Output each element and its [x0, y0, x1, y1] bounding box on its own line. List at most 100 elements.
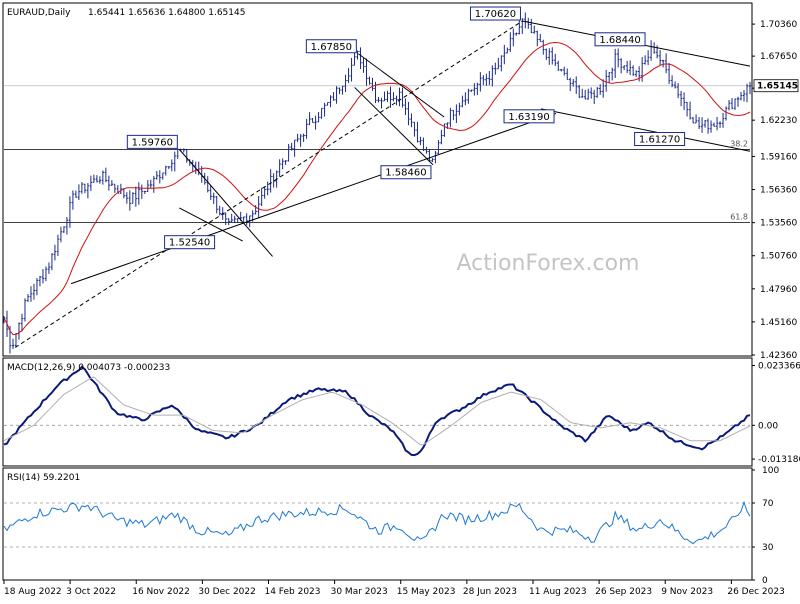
rsi-layer — [3, 500, 751, 548]
macd-series-macd — [3, 365, 751, 457]
level-annotation-box — [503, 109, 555, 124]
price-bar — [290, 142, 293, 151]
price-bar — [317, 111, 320, 123]
level-annotation-text: 1.59760 — [132, 137, 173, 148]
price-bar — [646, 50, 650, 66]
price-bar — [527, 17, 530, 29]
price-bar — [380, 97, 383, 109]
price-bar — [688, 101, 692, 120]
price-bar — [11, 338, 15, 350]
price-bar — [299, 134, 302, 147]
price-bar — [628, 60, 632, 76]
long-term-trendline — [70, 112, 557, 285]
price-bar — [104, 167, 108, 183]
price-bar — [116, 185, 120, 194]
price-bar — [176, 148, 179, 159]
date-tick-label: 26 Sep 2023 — [595, 587, 652, 597]
price-bar — [131, 192, 135, 204]
price-bar — [68, 196, 72, 228]
price-bar — [745, 83, 749, 103]
date-tick-label: 26 Dec 2023 — [727, 587, 785, 597]
price-bar — [670, 75, 674, 88]
level-annotation-text: 1.67850 — [311, 42, 352, 53]
price-bar — [71, 190, 75, 210]
price-bar — [65, 217, 69, 235]
price-bar — [703, 120, 707, 128]
price-bar — [146, 180, 150, 192]
price-bar — [473, 83, 476, 96]
level-annotation-text: 1.68440 — [599, 35, 640, 46]
price-bar — [389, 86, 392, 108]
price-bar — [404, 98, 407, 116]
price-bar — [509, 32, 512, 53]
price-bar — [733, 98, 737, 110]
price-bar — [305, 119, 308, 139]
falling-channel-3-lower — [541, 108, 751, 152]
price-bar — [452, 109, 455, 121]
price-bar — [506, 47, 509, 54]
price-bar — [185, 148, 188, 163]
price-bar — [619, 58, 623, 74]
price-bar — [278, 159, 281, 177]
price-bar — [461, 95, 464, 108]
price-bar — [709, 120, 713, 133]
price-bar — [658, 50, 662, 65]
date-tick-label: 30 Mar 2023 — [331, 587, 388, 597]
price-bar — [320, 107, 323, 119]
price-bar — [557, 60, 560, 71]
price-bar — [164, 165, 167, 176]
macd-tick-label: 0.023366 — [758, 361, 800, 371]
price-bar — [113, 183, 117, 193]
price-bar — [503, 44, 506, 65]
price-tick-label: 1.62230 — [760, 116, 797, 126]
price-bar — [613, 48, 617, 78]
falling-channel-2-upper — [358, 53, 445, 118]
price-bar — [284, 160, 287, 165]
price-bar — [524, 12, 527, 29]
rsi-tick-label: 100 — [762, 466, 779, 476]
price-bar — [575, 76, 578, 94]
price-bar — [56, 234, 60, 256]
price-tick-label: 1.70360 — [760, 20, 797, 30]
price-bar — [107, 175, 111, 191]
price-bar — [311, 117, 314, 124]
price-bar — [47, 262, 51, 274]
level-annotation: 1.63190 — [503, 109, 555, 124]
price-bar — [110, 180, 114, 186]
price-bar — [29, 286, 33, 302]
price-bar — [694, 114, 698, 124]
fib-label-61.8: 61.8 — [730, 213, 748, 222]
rsi-tick-label: 70 — [762, 499, 774, 509]
rsi-tick-label: 30 — [762, 543, 774, 553]
price-bar — [53, 244, 57, 261]
ohlc-values: 1.65441 1.65636 1.64800 1.65145 — [88, 8, 245, 18]
price-bar — [86, 182, 90, 199]
price-bar — [362, 58, 365, 73]
price-bar — [437, 139, 440, 155]
price-bar — [215, 196, 218, 214]
price-bar — [17, 322, 21, 340]
price-bar — [77, 184, 81, 200]
current-price-tag — [753, 79, 799, 93]
price-bar — [742, 90, 746, 102]
date-tick-label: 30 Dec 2022 — [198, 587, 256, 597]
price-bar — [383, 91, 386, 102]
price-bar — [230, 213, 233, 222]
macd-panel-frame — [2, 357, 753, 467]
price-bar — [26, 294, 30, 302]
date-tick-label: 15 May 2023 — [397, 587, 456, 597]
price-bar — [101, 170, 105, 185]
price-bar — [296, 133, 299, 143]
price-bar — [302, 133, 305, 143]
price-bar — [587, 88, 590, 100]
price-bar — [212, 192, 215, 205]
price-bar — [491, 65, 494, 87]
price-bar — [35, 278, 39, 296]
price-bar — [721, 112, 725, 128]
price-bar — [431, 158, 434, 163]
price-bar — [20, 313, 24, 332]
price-bar — [724, 106, 728, 121]
price-bar — [551, 47, 554, 65]
price-bar — [518, 20, 521, 35]
price-bar — [89, 175, 93, 191]
